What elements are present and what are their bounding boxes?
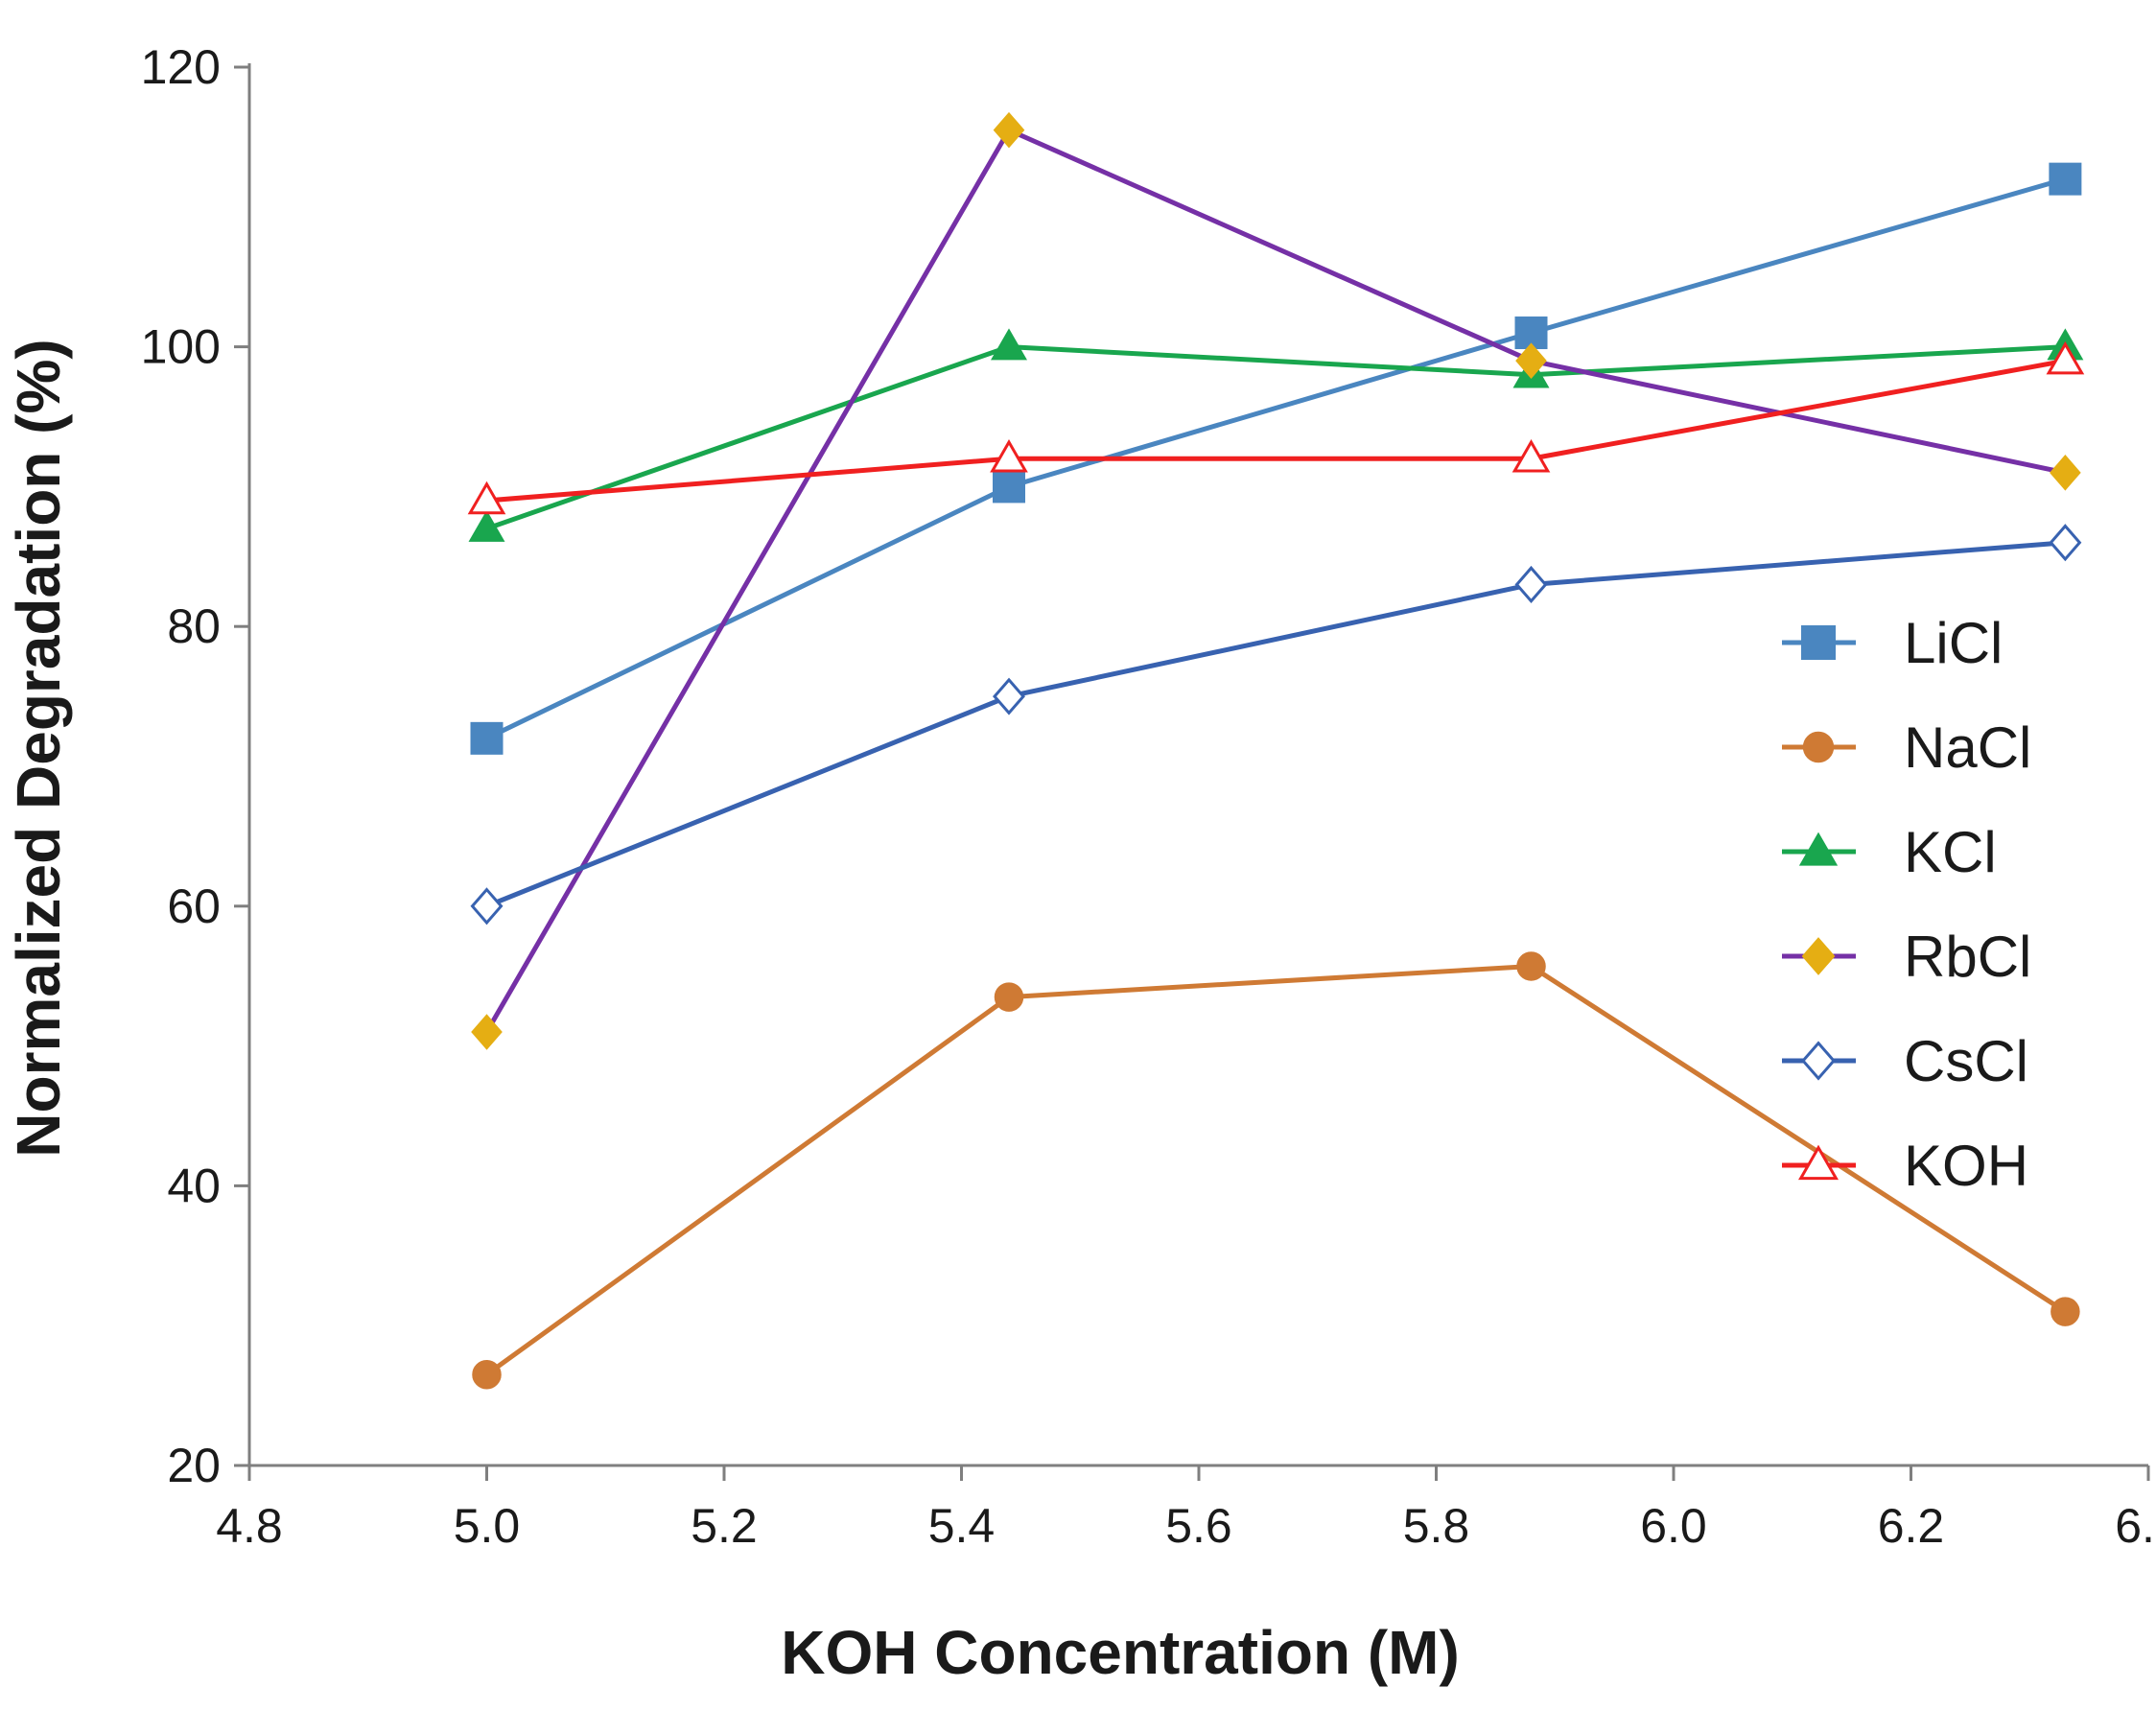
legend-item-licl: LiCl [1782,611,2003,675]
legend-marker-licl [1801,625,1836,660]
axes: 20 40 60 80 100 120 4.8 5.0 5.2 5.4 5.6 5.8 6.0 6.2 6.… [141,40,2156,1553]
data-point-koh [467,480,506,515]
legend-item-koh: KOH [1782,1134,2028,1198]
data-point-kcl [991,328,1027,361]
data-point-cscl [2049,524,2082,562]
x-tick-label: 6.4 [2115,1499,2156,1553]
y-tick-label: 80 [167,599,221,653]
series-group [467,111,2085,1390]
y-axis-title: Normalized Degradation (%) [4,339,73,1157]
x-tick-label: 5.8 [1403,1499,1470,1553]
data-point-koh [990,438,1028,473]
data-point-nacl [2051,1297,2080,1326]
legend-label-rbcl: RbCl [1904,925,2031,989]
series-line-licl [485,176,2067,741]
legend-item-cscl: CsCl [1782,1029,2028,1093]
legend-item-kcl: KCl [1782,820,1997,884]
data-point-nacl [472,1359,502,1390]
series-cscl [470,524,2082,926]
x-tick-label: 6.0 [1640,1499,1707,1553]
y-tick-label: 40 [167,1159,221,1212]
legend-marker-cscl [1801,1041,1836,1081]
data-point-rbcl [1515,342,1547,379]
legend-label-kcl: KCl [1904,820,1997,884]
legend-label-koh: KOH [1904,1134,2028,1198]
data-point-nacl [1516,951,1546,981]
series-line-koh [486,358,2066,504]
y-tick-label: 100 [141,320,221,374]
y-tick-label: 60 [167,879,221,933]
data-point-cscl [993,677,1025,715]
series-line-kcl [485,344,2066,531]
legend-item-nacl: NaCl [1782,715,2031,780]
x-tick-label: 4.8 [216,1499,283,1553]
legend-item-rbcl: RbCl [1782,925,2031,989]
legend: LiCl NaCl KCl RbCl CsCl KOH [1782,611,2031,1198]
data-point-rbcl [2050,455,2081,491]
data-point-rbcl [993,111,1025,149]
series-line-rbcl [484,128,2066,1034]
x-tick-label: 5.2 [691,1499,758,1553]
data-point-licl [470,721,504,755]
y-tick-label: 120 [141,40,221,94]
series-licl [470,162,2082,755]
legend-marker-nacl [1802,731,1835,763]
series-line-nacl [485,963,2067,1377]
legend-label-cscl: CsCl [1904,1029,2028,1093]
data-point-cscl [470,887,504,926]
legend-marker-koh [1798,1144,1839,1181]
legend-label-licl: LiCl [1904,611,2003,675]
x-axis-title: KOH Concentration (M) [781,1618,1460,1687]
legend-label-nacl: NaCl [1904,715,2031,780]
series-kcl [468,328,2084,542]
x-tick-label: 5.0 [454,1499,521,1553]
data-point-nacl [994,982,1024,1012]
x-tick-label: 6.2 [1878,1499,1945,1553]
data-point-rbcl [471,1014,503,1050]
data-point-kcl [468,509,505,542]
x-tick-label: 5.4 [928,1499,996,1553]
legend-marker-kcl [1798,832,1839,866]
series-koh [467,340,2085,515]
series-rbcl [471,111,2081,1050]
series-nacl [472,951,2080,1390]
legend-marker-rbcl [1801,937,1836,975]
y-tick-label: 20 [167,1439,221,1492]
data-point-licl [993,470,1025,504]
data-point-licl [2049,162,2082,196]
x-tick-label: 5.6 [1165,1499,1232,1553]
series-line-cscl [485,540,2066,909]
data-point-koh [2046,340,2085,375]
data-point-koh [1512,438,1551,473]
data-point-cscl [1514,565,1548,603]
